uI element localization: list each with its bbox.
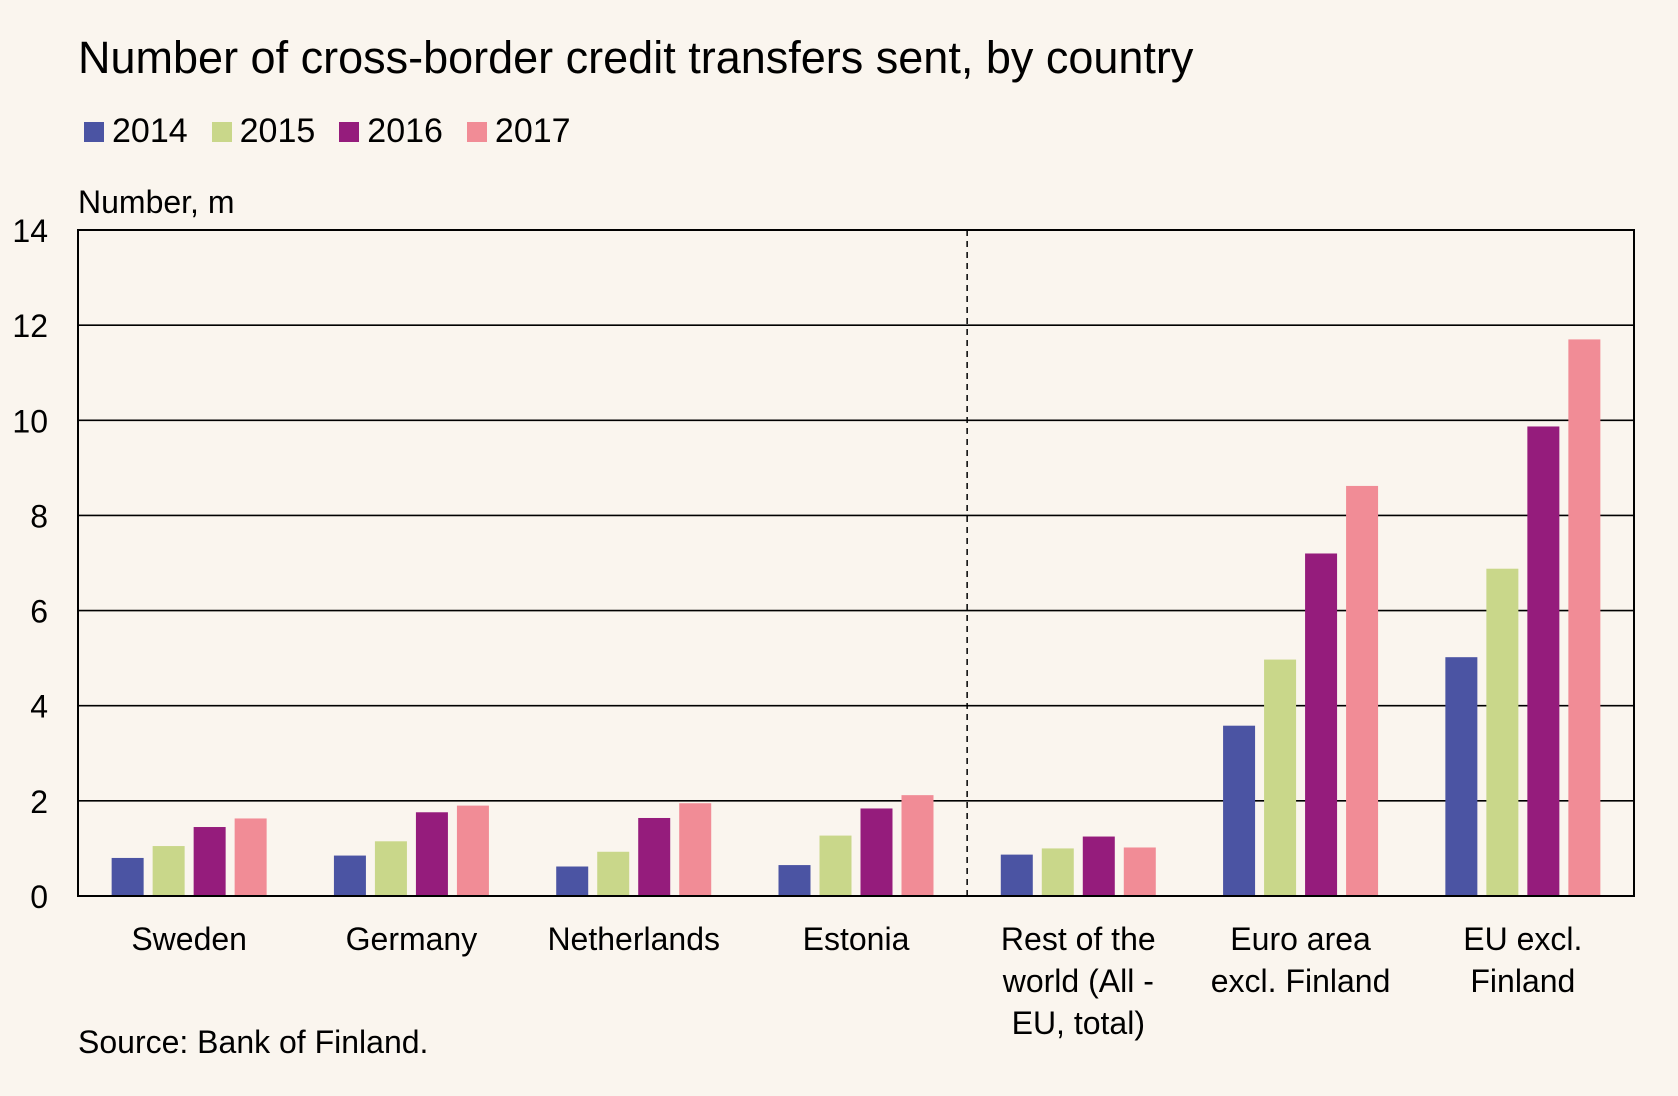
bar-2014-2 [556, 866, 589, 896]
y-axis-unit-label: Number, m [78, 184, 235, 220]
bar-2017-6 [1568, 339, 1601, 896]
y-tick-label: 8 [30, 498, 48, 534]
x-category-label: Germany [346, 921, 478, 957]
bar-2016-0 [193, 827, 226, 896]
y-tick-label: 14 [12, 213, 48, 249]
bar-2017-3 [901, 795, 934, 896]
legend-label-2017: 2017 [494, 112, 571, 150]
bar-2015-1 [374, 841, 407, 896]
plot-frame [77, 229, 1635, 897]
y-tick-label: 4 [30, 689, 48, 725]
bar-2017-5 [1346, 485, 1379, 896]
bar-2014-4 [1000, 854, 1033, 896]
bar-2016-4 [1082, 836, 1115, 896]
legend-swatch-2016 [339, 121, 360, 142]
x-category-label: Finland [1470, 963, 1575, 999]
y-tick-label: 2 [30, 784, 48, 820]
chart-legend: 2014 2015 2016 2017 [84, 112, 595, 151]
legend-swatch-2017 [466, 121, 487, 142]
bar-2014-3 [778, 865, 811, 896]
legend-swatch-2015 [211, 121, 232, 142]
legend-label-2015: 2015 [239, 112, 316, 150]
x-category-label: world (All - [1002, 963, 1154, 999]
bar-2014-0 [111, 857, 144, 896]
bar-2016-3 [860, 808, 893, 896]
legend-item-2017: 2017 [466, 112, 571, 151]
x-category-label: EU excl. [1463, 921, 1582, 957]
bar-2017-1 [456, 805, 489, 896]
bar-2015-4 [1041, 848, 1074, 896]
source-note: Source: Bank of Finland. [78, 1024, 429, 1060]
y-tick-label: 10 [12, 403, 48, 439]
bar-2016-5 [1305, 553, 1338, 896]
bar-2015-3 [819, 835, 852, 896]
x-category-label: excl. Finland [1211, 963, 1391, 999]
x-category-label: Rest of the [1001, 921, 1156, 957]
legend-item-2016: 2016 [339, 112, 443, 151]
bar-2014-6 [1445, 657, 1478, 896]
bar-2016-2 [638, 817, 671, 896]
y-tick-label: 6 [30, 594, 48, 630]
x-category-label: Euro area [1230, 921, 1371, 957]
bar-2015-5 [1264, 659, 1297, 896]
x-category-label: Estonia [803, 921, 910, 957]
bar-2014-1 [333, 855, 366, 896]
x-category-label: Sweden [131, 921, 247, 957]
bar-2015-6 [1486, 568, 1519, 896]
bar-2016-6 [1527, 426, 1560, 896]
bar-2017-0 [234, 818, 267, 896]
y-tick-label: 12 [12, 308, 48, 344]
bar-2015-0 [152, 846, 185, 896]
bar-2014-5 [1223, 725, 1256, 896]
bar-2015-2 [597, 851, 630, 896]
legend-label-2014: 2014 [112, 112, 188, 150]
y-tick-label: 0 [30, 879, 48, 915]
bar-2016-1 [415, 812, 448, 896]
bar-2017-2 [679, 803, 712, 896]
legend-label-2016: 2016 [367, 112, 443, 150]
legend-swatch-2014 [84, 121, 104, 142]
x-category-label: Netherlands [547, 921, 720, 957]
x-category-label: EU, total) [1012, 1005, 1145, 1041]
legend-item-2015: 2015 [211, 112, 316, 151]
bar-2017-4 [1123, 847, 1156, 896]
chart-title: Number of cross-border credit transfers … [78, 32, 1194, 83]
legend-item-2014: 2014 [84, 112, 188, 151]
